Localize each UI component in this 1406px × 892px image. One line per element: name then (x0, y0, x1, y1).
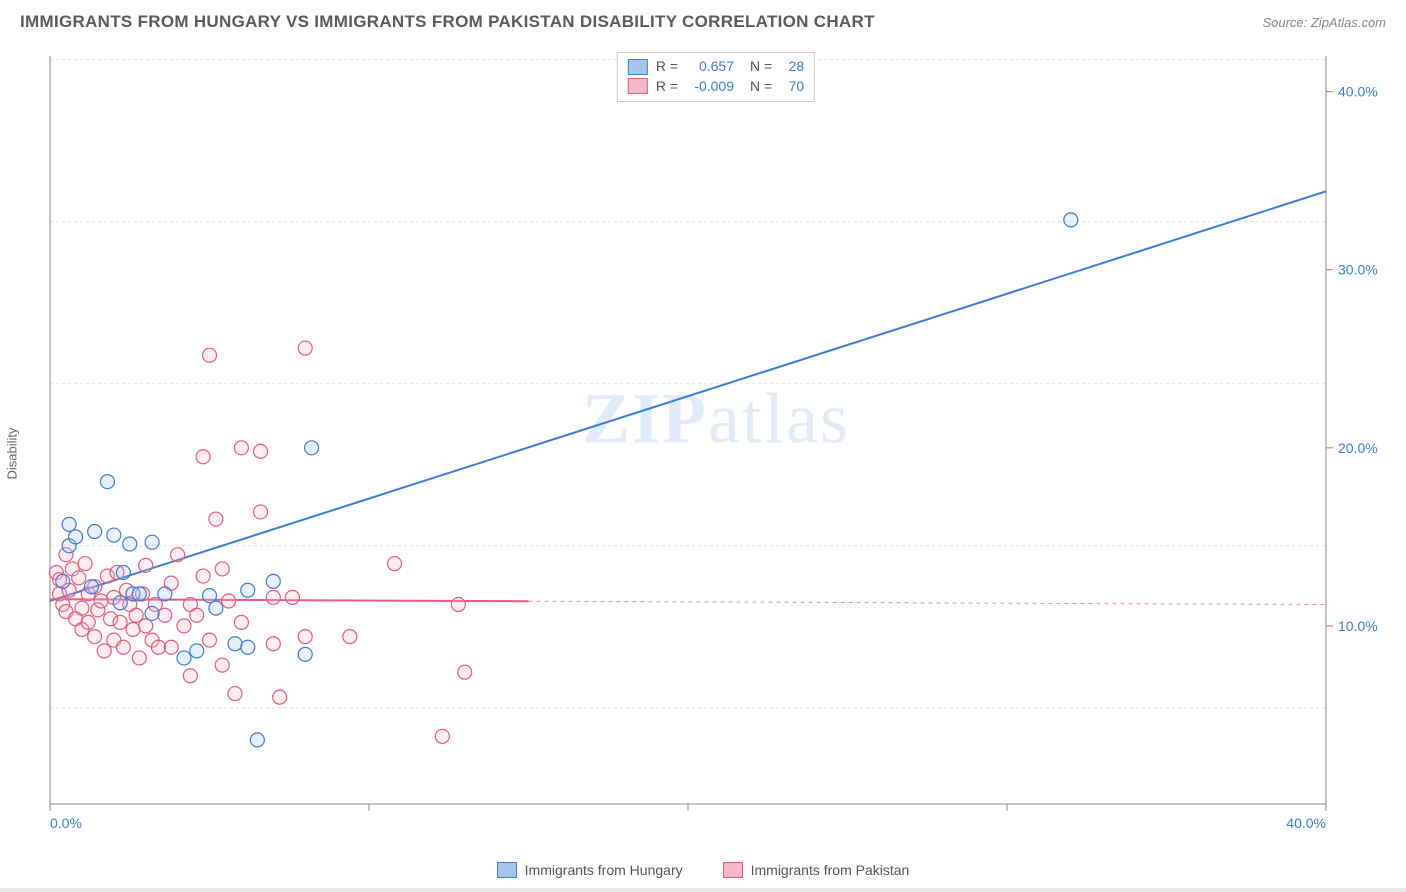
r-value: -0.009 (686, 77, 734, 97)
stats-legend: R = 0.657 N = 28 R = -0.009 N = 70 (617, 52, 815, 102)
scatter-plot: 0.0% 40.0% 10.0% 20.0% 30.0% 40.0% (46, 52, 1386, 832)
r-label: R = (656, 77, 678, 97)
svg-text:20.0%: 20.0% (1338, 440, 1378, 456)
legend-swatch (628, 59, 648, 75)
r-value: 0.657 (686, 57, 734, 77)
stats-legend-row: R = -0.009 N = 70 (628, 77, 804, 97)
r-label: R = (656, 57, 678, 77)
legend-item: Immigrants from Pakistan (723, 862, 910, 878)
svg-text:40.0%: 40.0% (1286, 815, 1326, 831)
svg-text:0.0%: 0.0% (50, 815, 82, 831)
legend-swatch (497, 862, 517, 878)
chart-source: Source: ZipAtlas.com (1262, 15, 1386, 30)
chart-header: IMMIGRANTS FROM HUNGARY VS IMMIGRANTS FR… (0, 0, 1406, 40)
legend-item: Immigrants from Hungary (497, 862, 683, 878)
svg-text:30.0%: 30.0% (1338, 262, 1378, 278)
legend-swatch (628, 78, 648, 94)
legend-swatch (723, 862, 743, 878)
n-value: 28 (780, 57, 804, 77)
chart-area: 0.0%40.0%10.0%20.0%30.0%40.0% ZIPatlas R… (46, 52, 1386, 832)
n-value: 70 (780, 77, 804, 97)
series-legend: Immigrants from Hungary Immigrants from P… (0, 862, 1406, 878)
n-label: N = (750, 77, 772, 97)
legend-label: Immigrants from Hungary (525, 862, 683, 878)
svg-text:10.0%: 10.0% (1338, 618, 1378, 634)
stats-legend-row: R = 0.657 N = 28 (628, 57, 804, 77)
svg-text:40.0%: 40.0% (1338, 84, 1378, 100)
footer-border (0, 888, 1406, 892)
y-axis-label: Disability (5, 427, 20, 479)
n-label: N = (750, 57, 772, 77)
chart-title: IMMIGRANTS FROM HUNGARY VS IMMIGRANTS FR… (20, 12, 875, 32)
legend-label: Immigrants from Pakistan (751, 862, 910, 878)
